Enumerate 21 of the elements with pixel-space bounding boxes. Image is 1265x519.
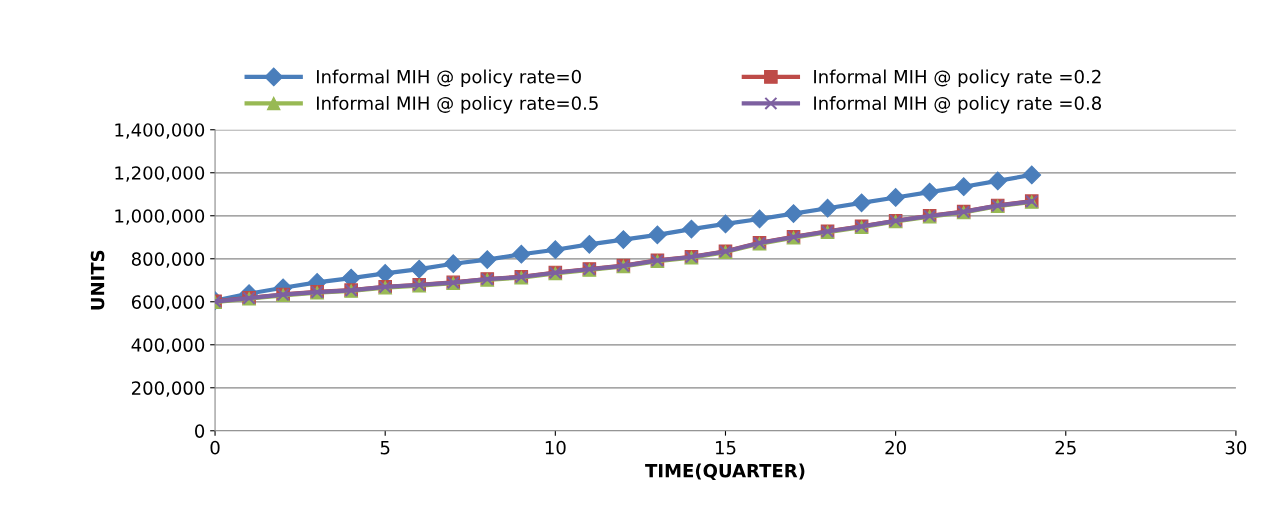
legend-label: Informal MIH @ policy rate =0.2 xyxy=(814,69,1101,87)
y-axis-title: UNITS xyxy=(90,250,105,310)
x-tick-label: 10 xyxy=(545,440,566,455)
y-tick-label: 200,000 xyxy=(131,381,205,397)
y-tick-label: 800,000 xyxy=(131,252,205,268)
x-axis-title: TIME(QUARTER) xyxy=(645,463,805,480)
legend-label: Informal MIH @ policy rate=0.5 xyxy=(317,96,598,114)
y-tick-label: 600,000 xyxy=(131,295,205,311)
x-tick-label: 25 xyxy=(1055,440,1076,455)
x-tick-label: 30 xyxy=(1225,440,1247,455)
x-tick-label: 15 xyxy=(715,441,736,455)
y-tick-label: 0 xyxy=(195,424,205,438)
x-tick-label: 5 xyxy=(380,441,390,455)
y-tick-label: 1,000,000 xyxy=(115,209,205,225)
y-tick-label: 1,200,000 xyxy=(115,166,205,182)
x-tick-label: 20 xyxy=(885,440,906,455)
y-tick-label: 400,000 xyxy=(131,338,205,354)
y-tick-label: 1,400,000 xyxy=(115,123,205,139)
x-tick-label: 0 xyxy=(210,440,220,455)
legend-label: Informal MIH @ policy rate =0.8 xyxy=(814,96,1102,114)
legend-label: Informal MIH @ policy rate=0 xyxy=(317,69,581,87)
